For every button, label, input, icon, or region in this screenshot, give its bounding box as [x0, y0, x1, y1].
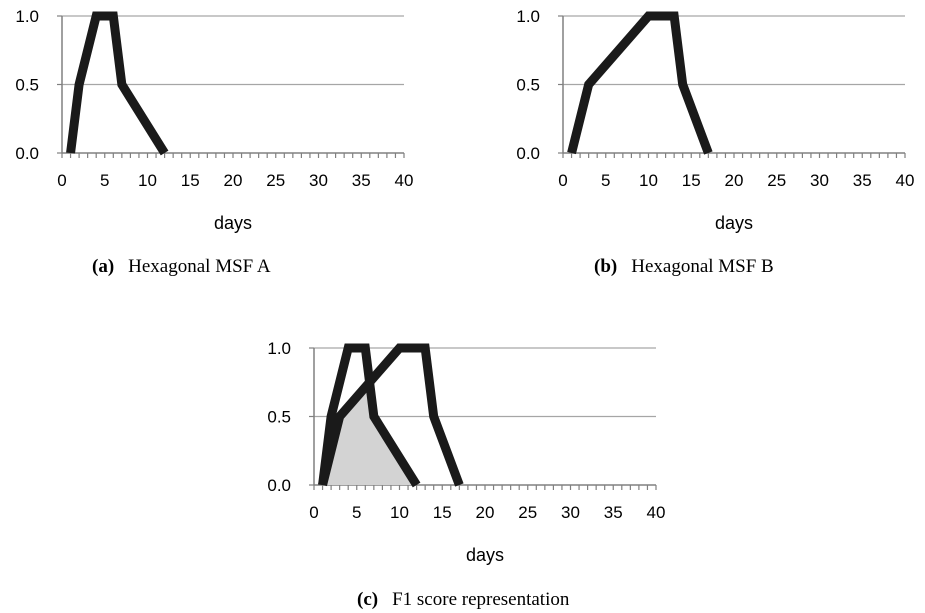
caption-tag: (b)	[594, 256, 617, 277]
y-tick-label: 0.0	[15, 144, 39, 163]
x-tick-label: 25	[266, 171, 285, 190]
x-tick-label: 35	[352, 171, 371, 190]
y-tick-label: 1.0	[516, 7, 540, 26]
y-tick-label: 0.5	[15, 76, 39, 95]
y-tick-label: 0.5	[267, 408, 291, 427]
caption-text: Hexagonal MSF A	[128, 256, 271, 277]
x-tick-label: 15	[181, 171, 200, 190]
x-axis-label: days	[214, 213, 252, 233]
figure-caption: (a) Hexagonal MSF A	[92, 256, 271, 277]
series-line-1	[318, 343, 421, 488]
x-tick-label: 20	[224, 171, 243, 190]
x-tick-label: 30	[561, 503, 580, 522]
caption-text: Hexagonal MSF B	[631, 256, 774, 277]
chart-panel-a: 0 5 10 15 20 25 30 35 40 0.0 0.5 1.0 days (a) Hexagona…	[15, 7, 413, 277]
figure-caption: (c) F1 score representation	[357, 589, 570, 610]
x-tick-label: 5	[601, 171, 610, 190]
caption-tag: (c)	[357, 589, 378, 610]
x-tick-label: 30	[810, 171, 829, 190]
x-tick-label: 35	[604, 503, 623, 522]
x-tick-label: 25	[518, 503, 537, 522]
chart-panel-b: 0 5 10 15 20 25 30 35 40 0.0 0.5 1.0 days (b) Hexagona…	[516, 7, 914, 277]
x-tick-label: 15	[433, 503, 452, 522]
caption-text: F1 score representation	[392, 589, 570, 610]
series-line-1	[66, 11, 169, 156]
x-tick-label: 5	[352, 503, 361, 522]
chart-panel-c: 0 5 10 15 20 25 30 35 40 0.0 0.5 1.0 days (c) F1 score…	[267, 339, 665, 610]
x-tick-label: 10	[138, 171, 157, 190]
x-tick-label: 20	[476, 503, 495, 522]
figure-caption: (b) Hexagonal MSF B	[594, 256, 774, 277]
x-tick-label: 40	[395, 171, 414, 190]
caption-tag: (a)	[92, 256, 114, 277]
x-tick-label: 5	[100, 171, 109, 190]
x-tick-label: 25	[767, 171, 786, 190]
x-tick-label: 20	[725, 171, 744, 190]
y-tick-label: 0.5	[516, 76, 540, 95]
x-tick-label: 35	[853, 171, 872, 190]
x-tick-label: 40	[896, 171, 915, 190]
x-axis-label: days	[715, 213, 753, 233]
x-tick-label: 0	[57, 171, 66, 190]
y-tick-label: 1.0	[15, 7, 39, 26]
x-tick-label: 0	[558, 171, 567, 190]
x-tick-label: 30	[309, 171, 328, 190]
overlap-area	[322, 382, 417, 485]
x-tick-label: 0	[309, 503, 318, 522]
x-axis-label: days	[466, 545, 504, 565]
x-tick-label: 40	[647, 503, 666, 522]
y-tick-label: 0.0	[516, 144, 540, 163]
x-tick-label: 15	[682, 171, 701, 190]
x-tick-label: 10	[639, 171, 658, 190]
series-line-2	[318, 343, 464, 487]
y-tick-label: 1.0	[267, 339, 291, 358]
x-tick-label: 10	[390, 503, 409, 522]
y-tick-label: 0.0	[267, 476, 291, 495]
series-line-1	[567, 11, 713, 155]
